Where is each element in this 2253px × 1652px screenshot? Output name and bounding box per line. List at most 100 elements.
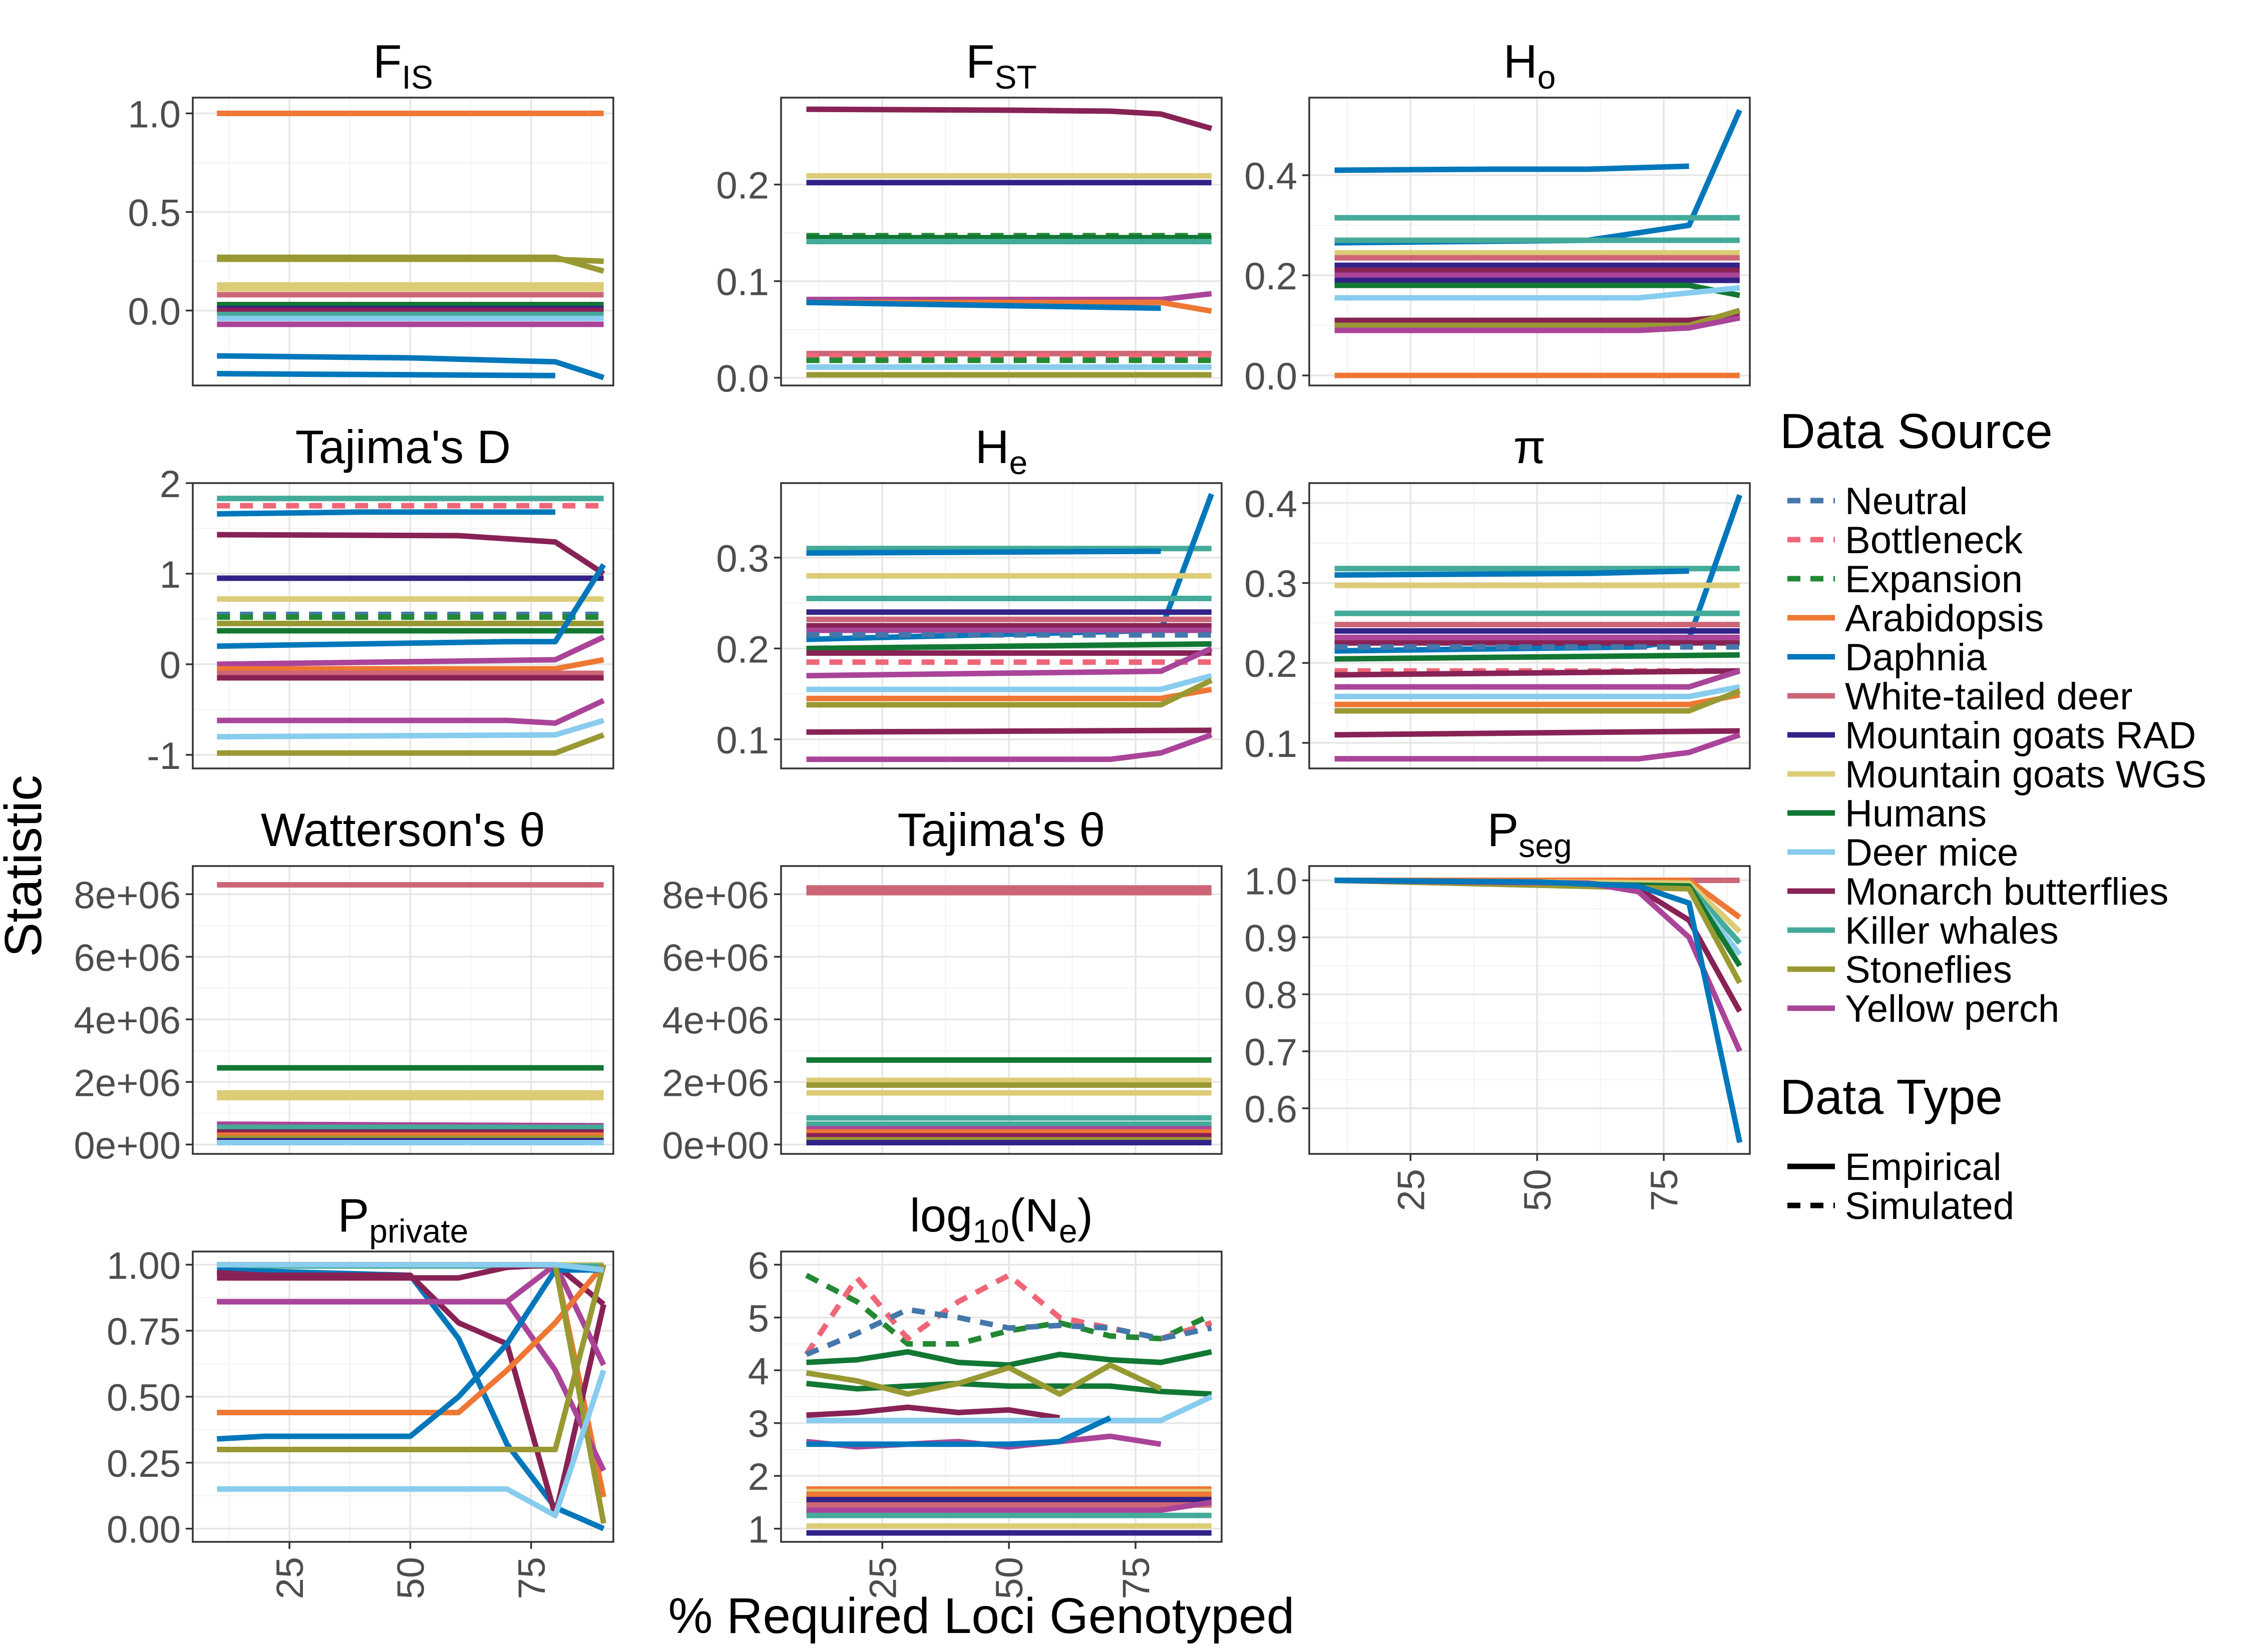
- series-line-deer-mice: [1334, 285, 1740, 301]
- y-tick-label: 0.0: [1244, 355, 1297, 398]
- series-line-stoneflies: [217, 256, 604, 264]
- legend-item-deer-mice: Deer mice: [1787, 832, 2018, 874]
- series-line-stoneflies: [217, 732, 605, 756]
- series-line-yellow-perch: [806, 646, 1213, 679]
- y-tick-label: 2: [748, 1456, 769, 1498]
- panel-7-title: Watterson's θ: [261, 803, 545, 856]
- panel-11-series: [804, 1273, 1213, 1536]
- y-tick-label: 0.3: [716, 538, 769, 580]
- panel-4: 2 1 0 -1 Tajima's D: [147, 421, 614, 777]
- legend-label: Humans: [1845, 792, 1987, 835]
- series-line-neutral: [805, 1307, 1212, 1357]
- series-line-monarch-butterflies: [806, 1404, 1060, 1421]
- legend-item-empirical: Empirical: [1787, 1146, 2002, 1188]
- series-line-yellow-perch: [217, 698, 605, 726]
- legend-item-simulated: Simulated: [1787, 1185, 2014, 1227]
- series-line-daphnia: [1334, 163, 1689, 173]
- y-tick-label: 0.75: [107, 1311, 181, 1353]
- y-tick-label: 1.00: [107, 1245, 181, 1287]
- x-tick-label: 50: [988, 1557, 1031, 1599]
- x-tick-label: 50: [390, 1557, 432, 1599]
- series-line-daphnia: [1334, 568, 1689, 578]
- panel-border: [192, 865, 614, 1155]
- y-tick-label: 4: [748, 1350, 769, 1393]
- y-tick-label: 0e+00: [74, 1124, 181, 1167]
- legend-label: Mountain goats WGS: [1845, 753, 2206, 796]
- panel-7: 8e+06 6e+06 4e+06 2e+06 0e+00 Watterson's θ: [74, 803, 614, 1167]
- legend-item-neutral: Neutral: [1787, 480, 1968, 523]
- panel-border: [192, 482, 614, 769]
- series-line-stoneflies: [1334, 688, 1741, 714]
- panel-2: 0.2 0.1 0.0 FST: [716, 35, 1223, 400]
- legend-item-expansion: Expansion: [1787, 558, 2023, 601]
- x-axis-title: % Required Loci Genotyped: [668, 1588, 1295, 1644]
- series-line-daphnia: [806, 1415, 1111, 1447]
- y-tick-label: 0.00: [107, 1509, 181, 1551]
- series-line-daphnia: [217, 563, 606, 649]
- legend-label: Arabidopsis: [1845, 597, 2044, 640]
- series-line-daphnia: [217, 370, 556, 378]
- legend-item-daphnia: Daphnia: [1787, 636, 1987, 679]
- series-line-daphnia: [806, 548, 1161, 556]
- legend-label: Deer mice: [1845, 832, 2018, 874]
- panel-border: [1308, 482, 1751, 769]
- legend-label: Yellow perch: [1845, 988, 2059, 1030]
- legend-item-mountain-goats-rad: Mountain goats RAD: [1787, 714, 2196, 757]
- panel-9-series: [1334, 878, 1743, 1143]
- y-tick-label: 4e+06: [74, 999, 181, 1042]
- y-tick-label: 0.1: [716, 261, 769, 304]
- series-line-daphnia: [806, 299, 1161, 311]
- series-line-yellow-perch: [806, 291, 1212, 302]
- panel-8: 8e+06 6e+06 4e+06 2e+06 0e+00 Tajima's θ: [662, 803, 1223, 1167]
- panel-11: 6 5 4 3 2 1 25 50 75 log10(Ne): [748, 1189, 1223, 1599]
- series-line-yellow-perch: [1334, 668, 1741, 690]
- panel-9-title: Pseg: [1487, 803, 1572, 864]
- y-tick-label: 1: [748, 1509, 769, 1551]
- panel-10-series: [216, 1262, 607, 1531]
- series-line-humans: [1334, 652, 1740, 662]
- legend-label: Monarch butterflies: [1845, 871, 2168, 913]
- x-tick-label: 25: [269, 1557, 311, 1599]
- panel-border: [1308, 865, 1751, 1155]
- y-tick-label: -1: [147, 735, 181, 777]
- y-tick-label: 0.3: [1244, 563, 1297, 606]
- x-tick-label: 75: [511, 1557, 553, 1599]
- series-line-monarch-butterflies: [806, 106, 1213, 131]
- panel-8-title: Tajima's θ: [898, 803, 1105, 856]
- y-tick-label: 0.6: [1244, 1088, 1297, 1131]
- y-tick-label: 2: [160, 463, 181, 506]
- panel-3-series: [1334, 109, 1742, 378]
- x-tick-label: 75: [1643, 1169, 1686, 1211]
- series-line-daphnia: [217, 509, 556, 517]
- y-tick-label: 0.0: [128, 290, 181, 333]
- y-tick-label: 0.4: [1244, 155, 1297, 198]
- series-line-deer-mice: [806, 673, 1213, 692]
- panel-6-series: [1334, 494, 1742, 762]
- panel-11-title: log10(Ne): [910, 1189, 1093, 1250]
- y-tick-label: 1: [160, 554, 181, 596]
- series-line-deer-mice: [806, 1394, 1213, 1423]
- y-tick-label: 0.1: [1244, 723, 1297, 765]
- panel-background: [193, 98, 613, 385]
- legend-label: Neutral: [1845, 480, 1968, 523]
- series-line-arabidopsis: [806, 686, 1212, 701]
- y-tick-label: 0.1: [716, 719, 769, 762]
- panel-border: [780, 865, 1223, 1155]
- y-tick-label: 5: [748, 1298, 769, 1340]
- y-tick-label: 1.0: [128, 94, 181, 136]
- panel-5-title: He: [975, 421, 1028, 481]
- y-tick-label: 2e+06: [662, 1062, 769, 1104]
- y-tick-label: 0.8: [1244, 974, 1297, 1017]
- legend-label: Stoneflies: [1845, 949, 2012, 991]
- panel-1-title: FIS: [373, 35, 433, 96]
- series-line-daphnia: [217, 353, 605, 380]
- series-line-expansion: [805, 1273, 1213, 1347]
- series-line-monarch-butterflies: [806, 727, 1212, 735]
- y-tick-label: 8e+06: [662, 874, 769, 917]
- series-line-humans: [806, 641, 1212, 651]
- panel-4-series: [217, 496, 606, 756]
- series-line-yellow-perch: [217, 634, 605, 667]
- y-tick-label: 6: [748, 1245, 769, 1287]
